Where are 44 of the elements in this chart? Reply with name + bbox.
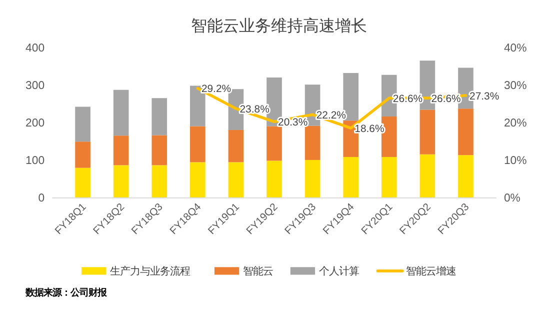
- bar: [228, 130, 244, 162]
- bar: [75, 168, 90, 198]
- bar: [458, 155, 474, 198]
- bar: [190, 162, 206, 198]
- bar: [343, 156, 359, 198]
- bar: [228, 162, 244, 198]
- bar: [304, 160, 320, 198]
- bar: [266, 160, 282, 198]
- data-label: 27.3%: [470, 91, 500, 102]
- data-label: 22.2%: [316, 110, 346, 122]
- bar: [458, 108, 474, 156]
- y-tick-label: 400: [26, 42, 45, 55]
- legend-label: 智能云增速: [406, 266, 456, 278]
- bar: [420, 154, 436, 198]
- y-tick-label: 0: [38, 192, 45, 205]
- data-label: 29.2%: [201, 84, 232, 96]
- chart-title: 智能云业务维持高速增长: [191, 16, 367, 35]
- y2-tick-label: 10%: [504, 155, 527, 168]
- bar: [75, 106, 90, 142]
- source-note: 数据来源：公司财报: [24, 288, 108, 299]
- bar: [113, 90, 129, 136]
- y2-tick-label: 40%: [504, 42, 527, 55]
- y2-tick-label: 0%: [504, 192, 520, 205]
- data-label: 20.3%: [278, 118, 308, 129]
- y-tick-label: 200: [26, 118, 45, 130]
- y2-tick-label: 30%: [504, 80, 527, 92]
- legend-label: 个人计算: [318, 266, 359, 278]
- bar: [113, 136, 129, 166]
- y2-tick-label: 20%: [504, 118, 527, 130]
- bar: [190, 126, 206, 162]
- bar: [152, 98, 168, 136]
- y-tick-label: 300: [26, 80, 45, 92]
- legend-label: 智能云: [242, 266, 273, 278]
- y-tick-label: 100: [26, 155, 45, 168]
- bar: [420, 110, 436, 154]
- bar: [152, 135, 168, 166]
- bar: [75, 142, 90, 168]
- bar: [381, 156, 397, 198]
- bar: [152, 165, 168, 198]
- bar: [304, 126, 320, 160]
- data-label: 23.8%: [240, 104, 270, 116]
- legend-label: 生产力与业务流程: [110, 266, 190, 278]
- bar: [113, 165, 129, 198]
- bar: [266, 126, 282, 161]
